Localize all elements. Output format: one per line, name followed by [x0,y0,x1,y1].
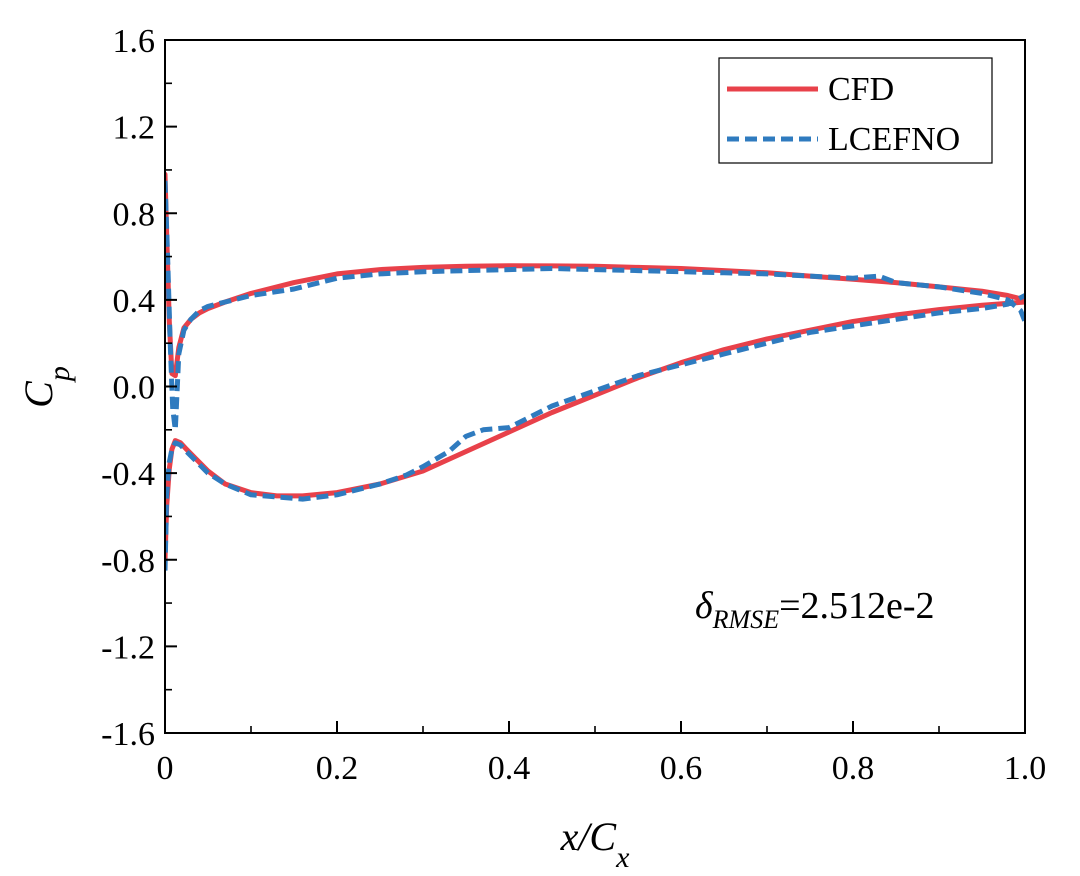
x-axis-title: x/Cx [560,814,631,874]
axes-layer: 0 0.2 0.4 0.6 0.8 1.0 -1.6 -1.2 -0.8 -0.4 0.0 0.4 0.… [101,23,1046,787]
y-tick-label: -0.4 [101,456,155,493]
legend-label-cfd: CFD [828,71,894,108]
y-tick-label: 1.2 [113,110,156,147]
series-line-lcefno [165,180,1025,571]
series-line-cfd [165,171,1025,563]
y-tick-label: 1.6 [113,23,156,60]
x-tick-label: 0.4 [488,750,531,787]
x-tick-label: 0 [157,750,174,787]
x-tick-label: 0.2 [316,750,359,787]
series-layer [165,171,1025,571]
y-tick-label: 0.4 [113,283,156,320]
y-axis-title: Cp [16,366,76,408]
x-tick-label: 0.6 [660,750,703,787]
y-tick-label: 0.8 [113,196,156,233]
x-tick-label: 1.0 [1004,750,1047,787]
x-tick-label: 0.8 [832,750,875,787]
legend-box [718,57,993,164]
y-tick-label: 0.0 [113,370,156,407]
legend: CFD LCEFNO [718,57,993,164]
y-tick-label: -1.6 [101,716,155,753]
legend-label-lcefno: LCEFNO [828,121,960,158]
y-tick-label: -1.2 [101,629,155,666]
rmse-annotation: δRMSE=2.512e-2 [695,585,935,634]
y-tick-label: -0.8 [101,543,155,580]
